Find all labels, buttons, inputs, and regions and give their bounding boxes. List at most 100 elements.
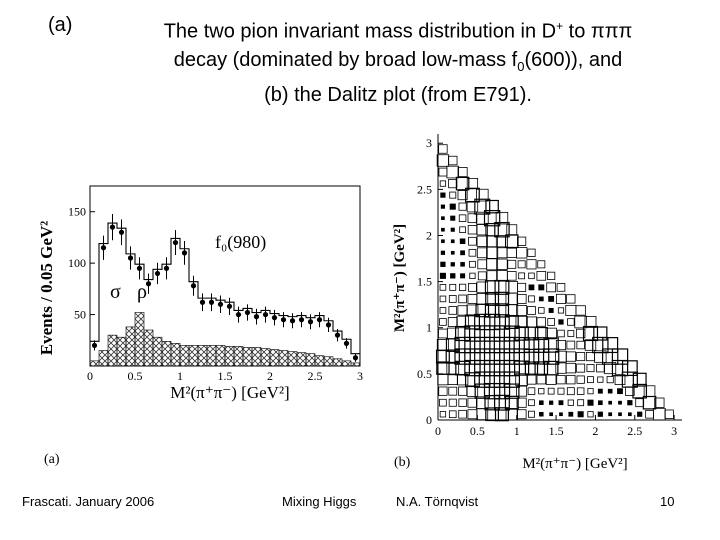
- title-line-1: The two pion invariant mass distribution…: [163, 19, 633, 43]
- background-bar: [188, 345, 199, 367]
- density-box: [632, 372, 647, 387]
- data-point: [244, 309, 251, 316]
- data-point: [199, 299, 206, 305]
- density-box: [602, 337, 619, 354]
- density-box: [527, 248, 536, 257]
- density-box: [621, 371, 638, 388]
- density-box: [546, 282, 556, 293]
- fit-histogram-line: [90, 222, 360, 355]
- density-box: [576, 387, 585, 395]
- title-line-2: decay (dominated by broad low-mass f0(60…: [173, 48, 623, 74]
- plot-b-y-label: M²(π⁺π⁻) [GeV²]: [392, 224, 408, 332]
- background-bar: [143, 329, 154, 367]
- density-box: [460, 250, 465, 256]
- density-box: [516, 305, 528, 316]
- x-tick-label: 1: [514, 424, 520, 438]
- density-box: [494, 303, 510, 318]
- density-box: [438, 328, 448, 339]
- density-box: [450, 227, 455, 232]
- density-box: [557, 387, 565, 395]
- density-box: [565, 304, 577, 316]
- data-point: [154, 270, 161, 277]
- background-bar: [170, 343, 181, 367]
- density-box: [448, 386, 458, 396]
- background-bar: [350, 362, 361, 367]
- density-box: [475, 188, 489, 202]
- background-bar: [233, 346, 244, 367]
- density-box: [555, 293, 567, 304]
- density-box: [575, 305, 586, 316]
- density-box: [628, 412, 632, 417]
- density-box: [557, 307, 565, 314]
- x-tick-label: 1.5: [549, 424, 564, 438]
- density-box: [507, 259, 517, 269]
- density-box: [621, 360, 638, 376]
- density-box: [457, 305, 468, 316]
- density-box: [457, 167, 468, 178]
- background-bar: [296, 352, 307, 367]
- density-box: [548, 307, 554, 313]
- density-box: [557, 329, 565, 338]
- density-box: [515, 315, 528, 329]
- density-box: [597, 376, 604, 383]
- title-line-3: (b) the Dalitz plot (from E791).: [264, 83, 532, 106]
- density-box: [503, 359, 520, 377]
- density-box: [608, 412, 613, 417]
- annotation-rho: ρ: [137, 281, 147, 303]
- data-point: [172, 239, 179, 246]
- density-box: [477, 271, 487, 281]
- density-box: [556, 374, 566, 385]
- density-box: [494, 407, 509, 422]
- data-point: [325, 322, 332, 328]
- background-bar: [179, 345, 190, 367]
- density-box: [449, 283, 457, 291]
- density-box: [604, 362, 617, 375]
- density-box: [516, 385, 528, 397]
- density-box: [637, 411, 643, 417]
- density-box: [435, 349, 450, 364]
- density-box: [493, 371, 511, 388]
- density-box: [494, 221, 510, 238]
- density-box: [568, 411, 574, 417]
- density-box: [618, 412, 622, 417]
- density-box: [664, 409, 674, 419]
- density-box: [484, 303, 500, 318]
- density-box: [504, 314, 519, 329]
- y-tick-label: 0.5: [417, 367, 432, 381]
- data-point: [100, 245, 107, 251]
- density-box: [450, 215, 456, 221]
- density-box: [549, 412, 553, 417]
- density-box: [504, 383, 520, 399]
- density-box: [483, 209, 501, 227]
- density-box: [577, 411, 584, 418]
- footer-author: N.A. Törnqvist: [396, 494, 479, 509]
- density-box: [503, 371, 520, 388]
- density-box: [526, 316, 537, 328]
- density-box: [614, 374, 626, 385]
- density-box: [567, 330, 575, 337]
- density-box: [474, 313, 491, 331]
- density-box: [507, 271, 517, 281]
- footer-page-number: 10: [660, 494, 675, 509]
- x-tick-label: 2: [592, 424, 598, 438]
- density-box: [524, 361, 539, 375]
- density-box: [545, 374, 557, 385]
- density-box: [587, 388, 594, 395]
- density-box: [483, 313, 501, 331]
- density-box: [464, 336, 481, 354]
- density-box: [558, 400, 564, 406]
- density-box: [547, 271, 556, 280]
- density-box: [594, 350, 607, 363]
- density-box: [543, 337, 559, 353]
- density-box: [513, 336, 530, 354]
- density-box: [586, 364, 595, 373]
- density-box: [468, 236, 477, 246]
- density-box: [555, 339, 567, 351]
- density-box: [627, 400, 633, 406]
- density-box: [517, 260, 526, 269]
- density-box: [601, 348, 619, 365]
- density-box: [635, 398, 645, 408]
- y-tick-label: 100: [68, 256, 86, 270]
- density-box: [592, 336, 609, 354]
- density-box: [450, 273, 456, 279]
